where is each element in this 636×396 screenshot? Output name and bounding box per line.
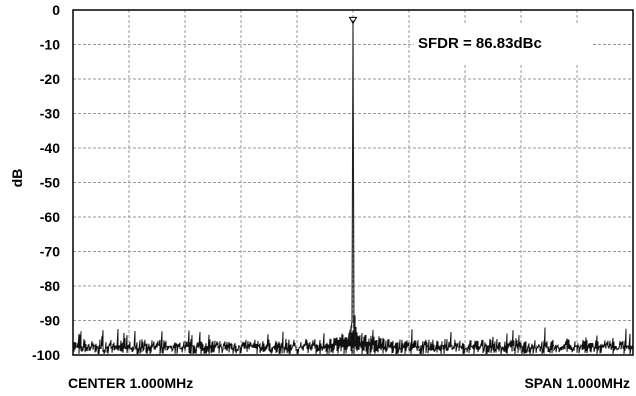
x-center-label: CENTER 1.000MHz — [68, 375, 193, 391]
sfdr-annotation: SFDR = 86.83dBc — [418, 35, 542, 52]
peak-marker-icon — [348, 16, 358, 25]
y-tick-label: -10 — [40, 37, 60, 53]
y-tick-label: -30 — [40, 106, 60, 122]
y-tick-label: -100 — [32, 347, 60, 363]
y-tick-label: 0 — [52, 2, 60, 18]
plot-frame — [72, 9, 634, 356]
y-axis-label: dB — [9, 169, 25, 188]
x-span-label: SPAN 1.000MHz — [524, 375, 630, 391]
y-tick-labels: 0 -10 -20 -30 -40 -50 -60 -70 -80 -90 -100 — [32, 2, 60, 363]
noise-floor-trace — [72, 315, 634, 355]
y-tick-label: -60 — [40, 209, 60, 225]
y-tick-label: -80 — [40, 278, 60, 294]
y-tick-label: -90 — [40, 313, 60, 329]
y-tick-label: -20 — [40, 71, 60, 87]
y-tick-label: -50 — [40, 175, 60, 191]
y-tick-label: -40 — [40, 140, 60, 156]
signal-peak-trace — [349, 20, 357, 342]
y-tick-label: -70 — [40, 244, 60, 260]
sfdr-annotation-box — [414, 25, 592, 63]
